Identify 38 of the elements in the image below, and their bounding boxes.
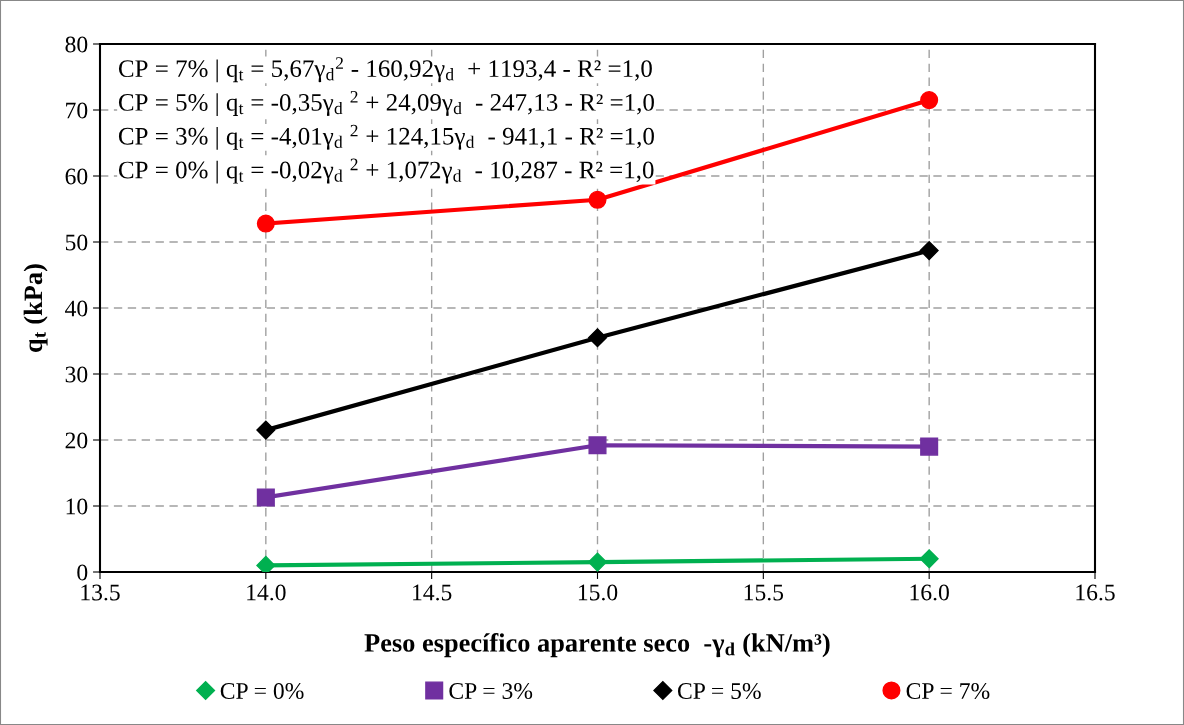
legend-label: CP = 0%: [220, 683, 304, 700]
point: [588, 190, 607, 209]
annotation: CP = 5% | q$_{t}$ = -0,35γ$_{d}$ $^{2}$ + 24,09γ$_{d}$ - 247,13 - R² =1,0: [118, 90, 654, 117]
point: [920, 91, 939, 110]
y-tick-label: 30: [65, 366, 88, 383]
x-tick-label: 15.5: [744, 584, 784, 601]
y-tick-label: 80: [65, 36, 88, 53]
point: [256, 420, 276, 440]
y-tick-label: 10: [66, 498, 88, 515]
annotation: CP = 3% | q$_{t}$ = -4,01γ$_{d}$ $^{2}$ + 124,15γ$_{d}$ - 941,1 - R² =1,0: [118, 124, 654, 150]
x-tick-label: 13.5: [81, 584, 120, 601]
point: [587, 552, 608, 572]
point: [587, 328, 608, 348]
point: [256, 555, 276, 572]
y-tick-label: 40: [65, 300, 88, 317]
y-tick-label: 50: [65, 234, 88, 251]
point: [920, 437, 939, 456]
point: [256, 214, 275, 233]
legend-label: CP = 5%: [677, 683, 761, 700]
x-tick-label: 14.5: [413, 584, 452, 601]
point: [919, 549, 939, 569]
x-tick-label: 16.0: [910, 584, 949, 601]
point: [588, 436, 607, 455]
x-tick-label: 16.5: [1076, 584, 1115, 601]
legend-label: CP = 7%: [906, 683, 990, 700]
point: [256, 488, 275, 507]
annotation: CP = 7% | q$_{t}$ = 5,67γ$_{d}$$^{2}$ - 160,92γ$_{d}$ + 1193,4 - R² =1,0: [118, 57, 652, 83]
legend-label: CP = 3%: [449, 683, 533, 700]
x-tick-label: 15.0: [578, 584, 618, 601]
annotation: CP = 0% | q$_{t}$ = -0,02γ$_{d}$ $^{2}$ + 1,072γ$_{d}$ - 10,287 - R² =1,0: [118, 158, 654, 184]
y-tick-label: 70: [66, 102, 88, 119]
x-axis-title: Peso específico aparente seco -γ$_{d}$ (kN/m³): [364, 633, 830, 658]
y-tick-label: 0: [77, 564, 88, 581]
y-tick-label: 20: [65, 432, 88, 449]
y-tick-label: 60: [65, 168, 88, 185]
y-axis-title: q$_{t}$ (kPa): [23, 264, 48, 352]
point: [919, 241, 939, 261]
x-tick-label: 14.0: [247, 584, 286, 601]
